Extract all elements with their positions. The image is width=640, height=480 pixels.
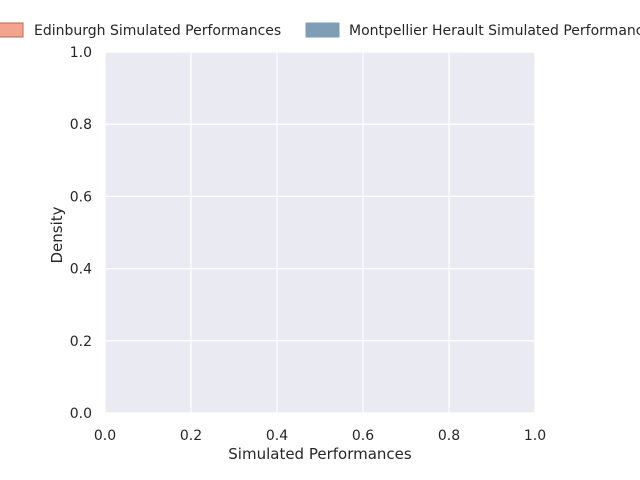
y-tick-label-0: 0.0 [70, 406, 92, 422]
x-axis-ticks: 0.0 0.2 0.4 0.6 0.8 1.0 [94, 428, 546, 444]
y-tick-label-5: 1.0 [70, 45, 92, 61]
x-axis-title: Simulated Performances [228, 445, 412, 463]
x-tick-label-2: 0.4 [266, 428, 288, 444]
x-tick-label-1: 0.2 [180, 428, 202, 444]
y-axis-ticks: 0.0 0.2 0.4 0.6 0.8 1.0 [70, 45, 92, 422]
plot-background [105, 52, 535, 413]
y-axis-title: Density [48, 206, 66, 263]
grid [104, 51, 536, 414]
x-tick-label-5: 1.0 [524, 428, 546, 444]
legend-item-edinburgh[interactable]: Edinburgh Simulated Performances [0, 22, 281, 39]
legend: Edinburgh Simulated Performances Montpel… [0, 22, 640, 39]
legend-swatch-montpellier [305, 22, 340, 38]
y-tick-label-3: 0.6 [70, 189, 92, 205]
y-tick-label-4: 0.8 [70, 117, 92, 133]
legend-swatch-edinburgh [0, 22, 24, 38]
x-tick-label-0: 0.0 [94, 428, 116, 444]
x-tick-label-4: 0.8 [438, 428, 460, 444]
legend-label-montpellier: Montpellier Herault Simulated Performanc… [349, 23, 640, 39]
y-tick-label-1: 0.2 [70, 334, 92, 350]
legend-label-edinburgh: Edinburgh Simulated Performances [34, 23, 281, 39]
y-tick-label-2: 0.4 [70, 262, 92, 278]
x-tick-label-3: 0.6 [352, 428, 374, 444]
legend-item-montpellier[interactable]: Montpellier Herault Simulated Performanc… [305, 22, 640, 39]
